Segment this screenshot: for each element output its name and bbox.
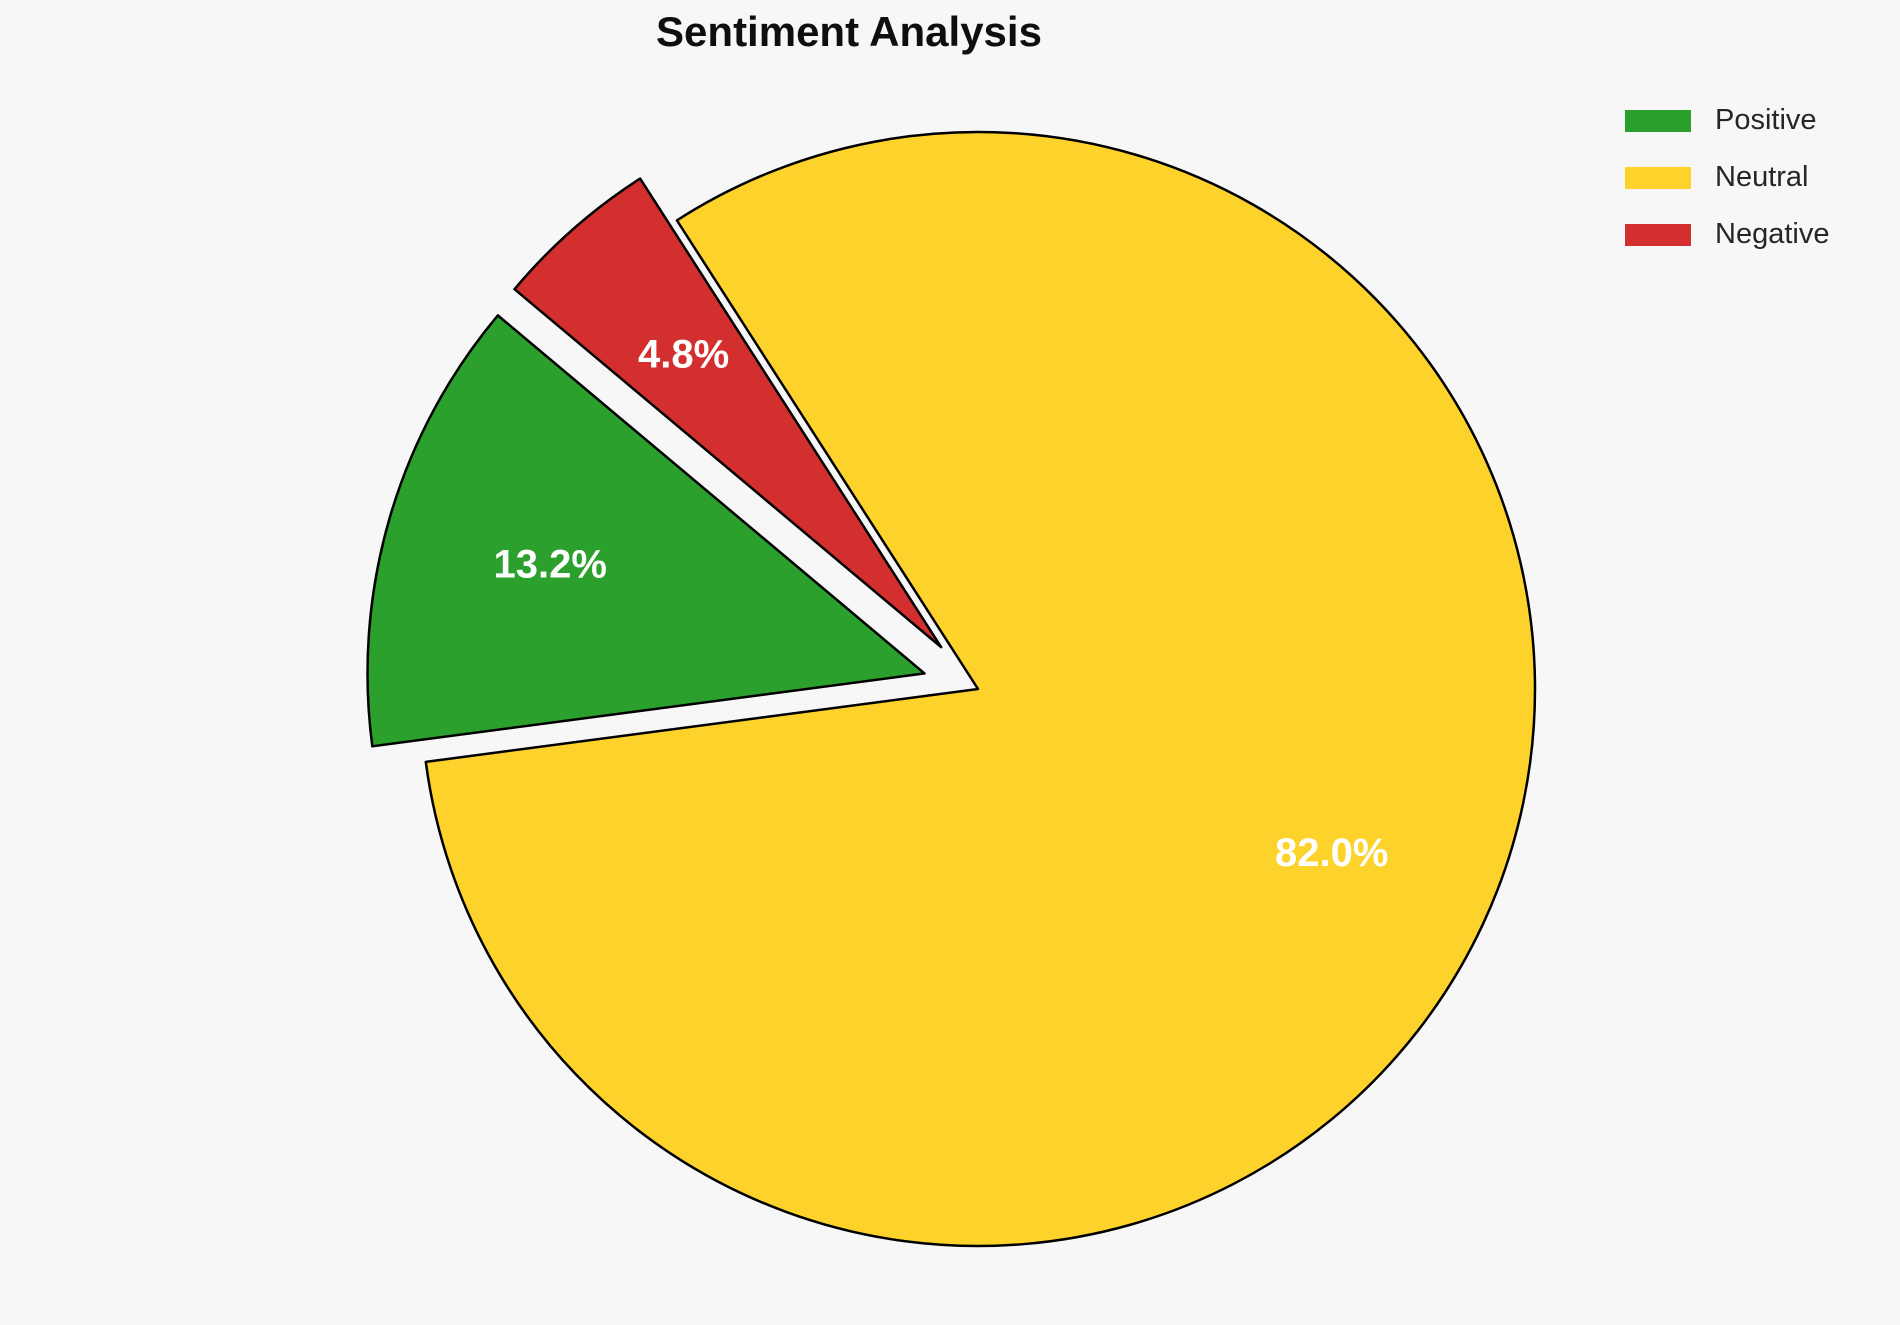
- pie-slice-positive: [366, 314, 926, 748]
- legend-item-neutral: Neutral: [1625, 161, 1829, 194]
- neutral-swatch-icon: [1625, 166, 1691, 189]
- chart-title: Sentiment Analysis: [656, 8, 1042, 55]
- legend-item-positive: Positive: [1625, 104, 1829, 137]
- pie-slice-negative: [513, 177, 943, 649]
- legend-label-negative: Negative: [1715, 218, 1830, 250]
- legend-item-negative: Negative: [1625, 218, 1829, 251]
- negative-swatch-icon: [1625, 223, 1691, 246]
- legend: Positive Neutral Negative: [1625, 104, 1829, 275]
- legend-label-positive: Positive: [1715, 104, 1817, 136]
- pie-slice-neutral: [424, 130, 1537, 1248]
- positive-swatch-icon: [1625, 109, 1691, 132]
- pct-label-positive: 13.2%: [493, 542, 606, 586]
- pct-label-negative: 4.8%: [638, 333, 729, 377]
- legend-label-neutral: Neutral: [1715, 161, 1809, 193]
- pct-label-neutral: 82.0%: [1275, 831, 1388, 875]
